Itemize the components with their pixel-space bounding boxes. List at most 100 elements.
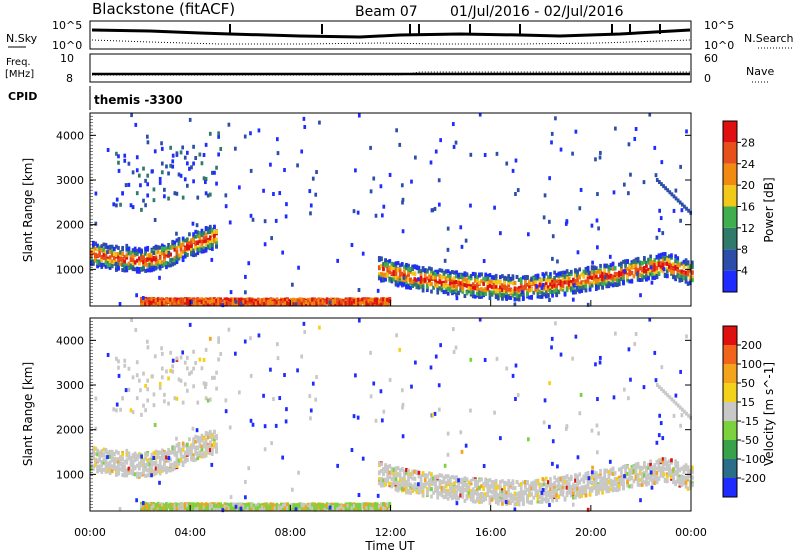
power-cell (576, 272, 579, 277)
power-cell (407, 263, 410, 268)
power-cell (643, 260, 646, 265)
power-cell (175, 191, 179, 196)
velocity-cell (146, 467, 150, 472)
velocity-cell (135, 471, 139, 476)
power-cell (460, 244, 464, 249)
power-cell (117, 265, 120, 270)
power-cell (275, 300, 279, 305)
y-tick-label: 4000 (56, 129, 84, 142)
velocity-cell (175, 463, 179, 468)
power-cell (263, 302, 266, 307)
velocity-cell (200, 502, 204, 507)
power-cell (490, 275, 494, 280)
power-cell (384, 262, 387, 267)
power-cell (476, 275, 479, 280)
power-cell (647, 270, 650, 275)
power-cell (394, 261, 398, 266)
power-cell (380, 297, 383, 302)
velocity-cell (350, 502, 354, 507)
power-cell (451, 122, 455, 127)
power-cell (622, 182, 626, 187)
velocity-cell (204, 507, 208, 512)
power-cell (653, 263, 657, 268)
power-cell (127, 251, 131, 256)
power-cell (375, 297, 379, 302)
power-cell (123, 153, 127, 158)
power-cell (396, 280, 400, 285)
power-cell (204, 236, 208, 241)
power-cell (601, 281, 604, 286)
power-cell (517, 288, 521, 293)
velocity-cell (342, 507, 346, 512)
velocity-cell (108, 465, 112, 470)
power-cell (125, 263, 129, 268)
power-cell (633, 136, 637, 141)
velocity-cell (131, 459, 135, 464)
power-cell (183, 177, 187, 182)
power-cell (494, 295, 498, 300)
power-cell (437, 178, 441, 183)
power-cell (461, 272, 465, 277)
velocity-cell (177, 461, 181, 466)
nsky-panel: N.Sky 10^5 10^0 10^5 10^0 N.Search (6, 19, 794, 52)
power-cell (401, 200, 404, 205)
velocity-cell (192, 505, 195, 510)
power-cell (286, 298, 289, 303)
power-cell (144, 203, 147, 208)
power-cell (459, 284, 463, 289)
velocity-cell (106, 450, 110, 455)
velocity-cell (284, 502, 287, 507)
power-cell (459, 281, 463, 286)
velocity-cell (140, 504, 143, 509)
power-cell (185, 241, 189, 246)
velocity-cell (163, 451, 166, 456)
power-cell (292, 298, 296, 303)
power-cell (630, 262, 634, 267)
velocity-cell (179, 457, 183, 462)
power-cell (657, 271, 661, 276)
power-cell (150, 268, 153, 273)
power-cell (457, 273, 460, 278)
velocity-cell (94, 446, 97, 451)
power-cell (239, 301, 243, 306)
nave-label: Nave (746, 65, 774, 78)
power-cell (244, 299, 248, 304)
power-cell (276, 151, 280, 156)
velocity-cell (185, 503, 189, 508)
colorbar-swatch (723, 142, 737, 164)
velocity-cell (321, 507, 325, 512)
power-cell (663, 252, 667, 257)
power-cell (452, 144, 456, 149)
velocity-cell (117, 467, 120, 472)
velocity-cell (152, 462, 156, 467)
power-cell (517, 286, 521, 291)
power-cell (592, 269, 596, 274)
velocity-cell (313, 502, 316, 507)
velocity-cell (173, 445, 177, 450)
power-cell (480, 279, 483, 284)
power-cell (574, 280, 577, 285)
power-cell (163, 257, 166, 262)
power-cell (482, 288, 486, 293)
power-cell (409, 281, 412, 286)
power-cell (572, 283, 576, 288)
velocity-cell (369, 507, 373, 512)
power-cell (636, 275, 640, 280)
power-cell (298, 302, 302, 307)
power-cell (476, 291, 479, 296)
power-cell (148, 260, 152, 265)
power-cell (215, 237, 218, 242)
power-cell (459, 273, 463, 278)
velocity-cell (167, 466, 170, 471)
velocity-cell (167, 458, 170, 463)
power-cell (371, 302, 375, 307)
power-cell (400, 183, 404, 188)
power-cell (438, 275, 442, 280)
power-cell (505, 161, 509, 166)
power-cell (352, 299, 356, 304)
power-cell (688, 275, 692, 280)
velocity-cell (194, 503, 198, 508)
cpid-value: themis -3300 (94, 93, 183, 107)
power-cell (556, 259, 559, 264)
velocity-cell (171, 466, 175, 471)
